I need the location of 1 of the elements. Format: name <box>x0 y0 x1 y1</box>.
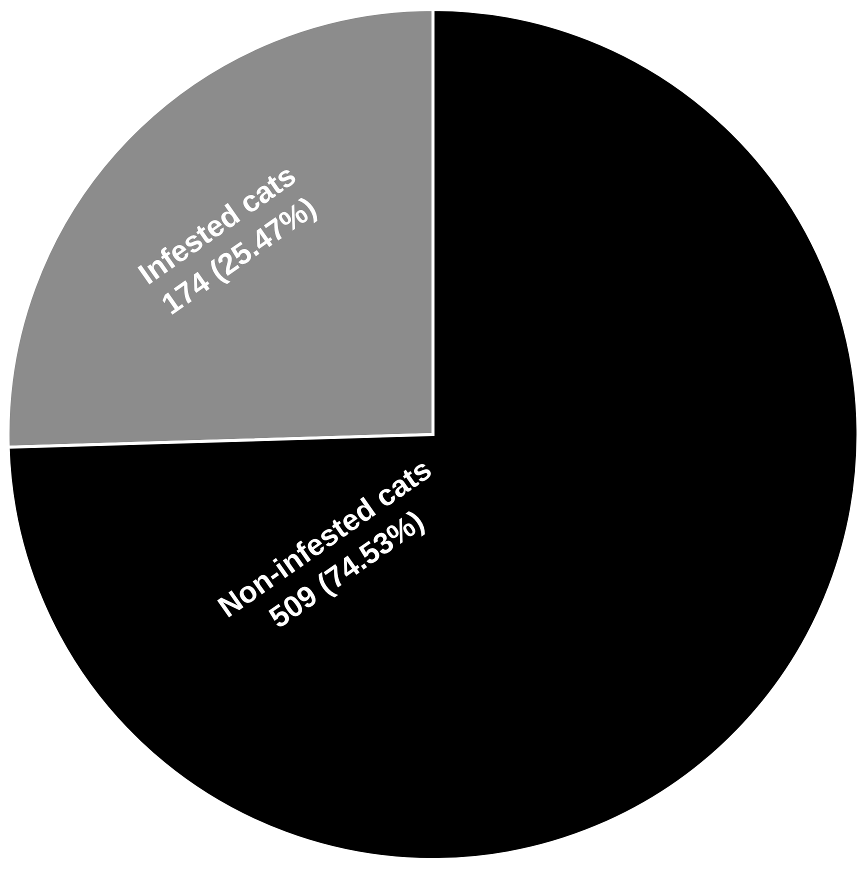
pie-slice <box>6 8 859 861</box>
